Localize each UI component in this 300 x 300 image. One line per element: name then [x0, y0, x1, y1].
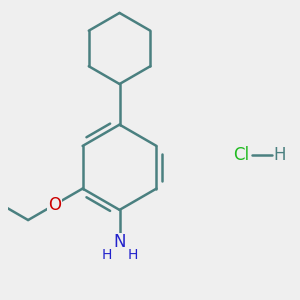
Text: H: H	[101, 248, 112, 262]
Text: Cl: Cl	[233, 146, 249, 164]
Text: H: H	[128, 248, 138, 262]
Text: H: H	[274, 146, 286, 164]
Text: O: O	[48, 196, 61, 214]
Text: N: N	[113, 233, 126, 251]
